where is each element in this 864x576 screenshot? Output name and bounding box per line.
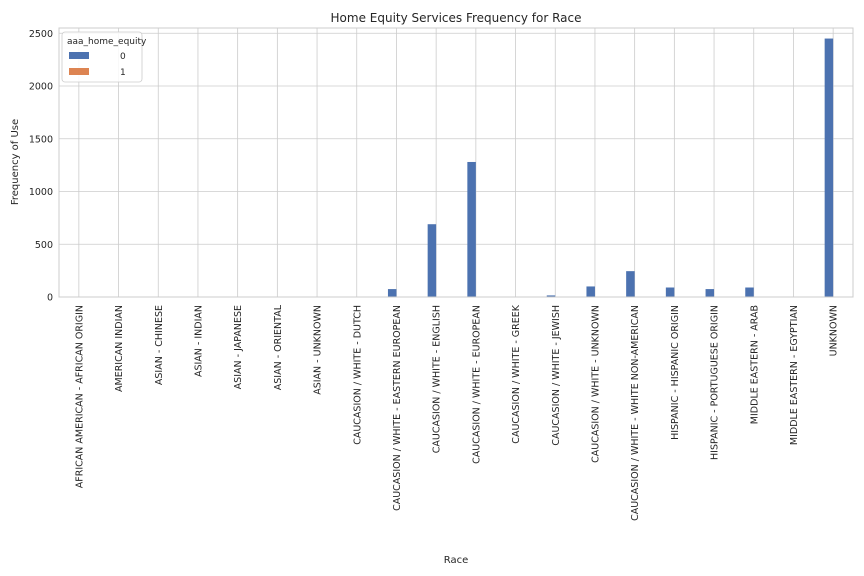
x-tick-label: AMERICAN INDIAN xyxy=(114,305,125,392)
x-tick-label: AFRICAN AMERICAN - AFRICAN ORIGIN xyxy=(74,305,85,488)
bars-group xyxy=(70,38,834,298)
x-tick-label: MIDDLE EASTERN - EGYPTIAN xyxy=(789,305,800,445)
x-tick-label: CAUCASION / WHITE - WHITE NON-AMERICAN xyxy=(630,305,641,521)
bar-series-0 xyxy=(546,295,556,297)
chart-title: Home Equity Services Frequency for Race xyxy=(331,11,582,25)
x-tick-label: CAUCASION / WHITE - UNKNOWN xyxy=(590,305,601,463)
bar-series-0 xyxy=(586,286,595,297)
x-tick-label: HISPANIC - PORTUGUESE ORIGIN xyxy=(710,305,721,460)
x-tick-labels: AFRICAN AMERICAN - AFRICAN ORIGIN AMERICA… xyxy=(74,304,839,521)
legend-label-1: 1 xyxy=(120,68,126,78)
x-tick-label: ASIAN - ORIENTAL xyxy=(273,304,284,390)
bar-series-0 xyxy=(824,38,834,298)
y-tick-label: 0 xyxy=(47,293,53,304)
legend-title: aaa_home_equity xyxy=(67,37,147,47)
x-tick-label: CAUCASION / WHITE - JEWISH xyxy=(551,305,562,446)
grid-lines xyxy=(59,28,853,298)
legend-swatch-1 xyxy=(69,68,89,75)
bar-series-0 xyxy=(427,224,437,297)
x-tick-label: HISPANIC - HISPANIC ORIGIN xyxy=(670,305,681,440)
x-tick-label: CAUCASION / WHITE - EASTERN EUROPEAN xyxy=(392,305,403,511)
y-tick-label: 2000 xyxy=(29,82,53,93)
x-tick-label: CAUCASION / WHITE - DUTCH xyxy=(352,305,363,445)
y-axis-label: Frequency of Use xyxy=(10,119,21,205)
y-tick-label: 1500 xyxy=(29,134,53,145)
x-tick-label: MIDDLE EASTERN - ARAB xyxy=(749,305,760,424)
x-tick-label: ASIAN - UNKNOWN xyxy=(313,305,324,395)
legend-swatch-0 xyxy=(69,52,89,59)
legend-label-0: 0 xyxy=(120,52,126,62)
plot-background xyxy=(59,28,853,297)
x-tick-label: CAUCASION / WHITE - ENGLISH xyxy=(432,305,443,453)
y-tick-label: 2500 xyxy=(29,29,53,40)
bar-series-0 xyxy=(665,287,675,297)
bar-series-0 xyxy=(467,161,476,297)
x-tick-label: UNKNOWN xyxy=(829,305,840,356)
y-tick-labels: 0 500 1000 1500 2000 2500 xyxy=(29,29,53,304)
bar-series-0 xyxy=(626,271,635,297)
x-axis-label: Race xyxy=(444,555,469,566)
x-tick-label: ASIAN - CHINESE xyxy=(154,305,165,385)
legend: aaa_home_equity 0 1 xyxy=(61,31,147,83)
bar-series-0 xyxy=(387,289,397,297)
bar-series-0 xyxy=(745,287,754,297)
plot-frame xyxy=(58,27,854,298)
y-tick-label: 1000 xyxy=(29,187,53,198)
x-tick-label: CAUCASION / WHITE - EUROPEAN xyxy=(471,305,482,464)
y-tick-label: 500 xyxy=(35,240,53,251)
bar-series-0 xyxy=(705,289,715,297)
x-tick-label: ASIAN - INDIAN xyxy=(193,305,204,377)
x-tick-label: CAUCASION / WHITE - GREEK xyxy=(511,304,522,443)
x-tick-label: ASIAN - JAPANESE xyxy=(233,305,244,389)
